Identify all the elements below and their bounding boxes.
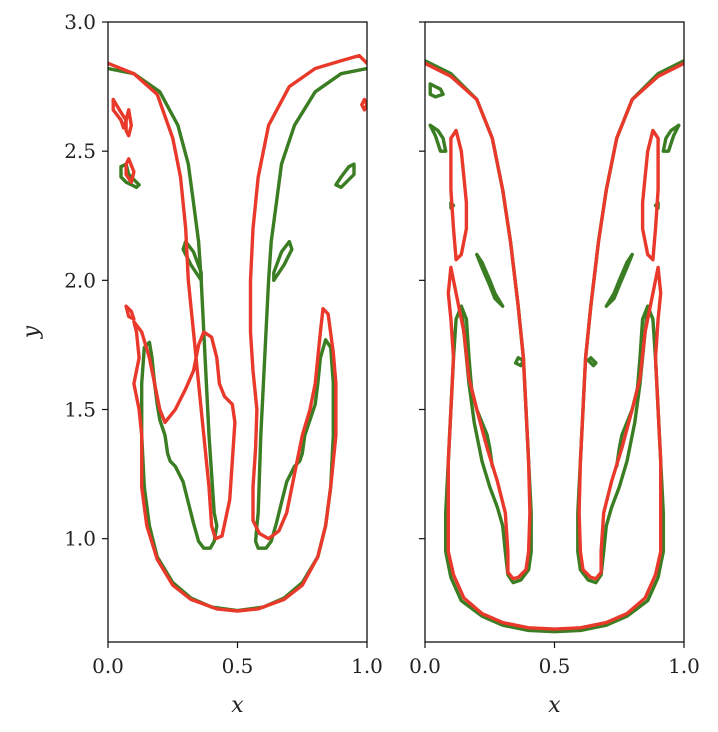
left-ticks: 0.0 0.5 1.0 1.0 1.5 2.0 2.5 3.0 [64, 10, 383, 678]
left-y-tick-label: 2.0 [64, 268, 96, 292]
left-panel: 0.0 0.5 1.0 1.0 1.5 2.0 2.5 3.0 x y [19, 10, 383, 718]
right-contour-group [425, 59, 684, 634]
left-contour-red-1 [111, 97, 128, 130]
right-x-axis-label: x [548, 693, 561, 718]
left-contour-red-2 [124, 108, 133, 138]
left-contour-red-3 [124, 157, 136, 184]
left-y-tick-label: 2.5 [64, 139, 96, 163]
right-contour-green-8 [513, 356, 526, 368]
right-panel: 0.0 0.5 1.0 x [409, 21, 700, 718]
right-contour-red-2 [640, 128, 660, 262]
left-contour-green-4 [334, 162, 356, 189]
right-contour-green-9 [586, 356, 598, 368]
right-contour-red-1 [449, 128, 469, 262]
left-contour-green-3 [119, 162, 141, 189]
right-x-tick-label: 0.5 [539, 654, 571, 678]
left-contour-red-4 [124, 304, 136, 321]
left-x-tick-label: 1.0 [351, 654, 383, 678]
left-y-axis-label: y [19, 325, 44, 339]
right-x-tick-label: 1.0 [668, 654, 700, 678]
right-contour-green-5 [475, 252, 505, 308]
right-contour-green-6 [604, 252, 634, 308]
right-contour-green-3 [428, 82, 445, 99]
left-x-tick-label: 0.5 [222, 654, 254, 678]
left-contour-red-5 [360, 97, 367, 112]
right-contour-green-0 [425, 59, 684, 634]
left-y-tick-label: 1.5 [64, 398, 96, 422]
left-contour-group [108, 53, 367, 613]
left-contour-red-0 [108, 53, 367, 613]
right-contour-green-4 [428, 123, 448, 153]
left-y-tick-label: 3.0 [64, 10, 96, 34]
left-y-tick-label: 1.0 [64, 527, 96, 551]
left-contour-green-2 [272, 239, 294, 282]
left-x-axis-label: x [231, 693, 244, 718]
right-contour-red-0 [425, 61, 684, 631]
right-ticks: 0.0 0.5 1.0 [409, 21, 700, 678]
right-x-tick-label: 0.0 [409, 654, 441, 678]
right-contour-green-7 [661, 123, 681, 153]
left-axes-frame [107, 21, 368, 643]
left-x-tick-label: 0.0 [92, 654, 124, 678]
